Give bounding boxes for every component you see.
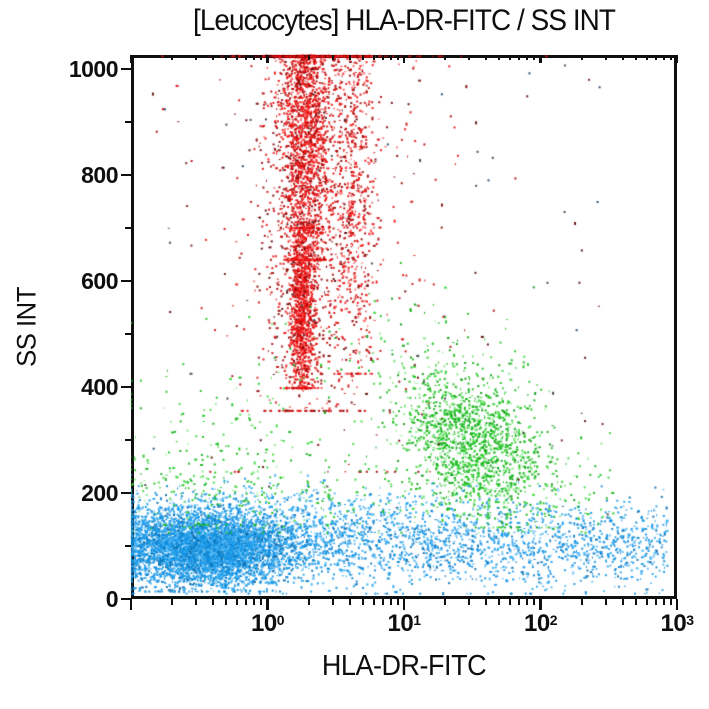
x-minor-tick <box>331 599 334 605</box>
x-minor-tick-top-inner <box>662 55 665 60</box>
x-minor-tick <box>580 599 583 605</box>
y-axis-label: SS INT <box>11 287 42 367</box>
y-tick-label: 200 <box>81 480 118 506</box>
y-tick-label: 1000 <box>68 56 119 82</box>
x-minor-tick-top-inner <box>195 55 198 60</box>
x-minor-tick-top-inner <box>307 55 310 60</box>
x-minor-tick <box>444 599 447 605</box>
x-minor-tick <box>260 599 263 605</box>
x-major-tick <box>402 599 406 610</box>
y-tick-label: 600 <box>81 268 118 294</box>
y-major-tick <box>121 67 131 71</box>
x-minor-tick <box>518 599 521 605</box>
x-minor-tick <box>253 599 256 605</box>
x-minor-tick-top-inner <box>533 55 536 60</box>
x-minor-tick <box>171 599 174 605</box>
x-minor-tick-top-inner <box>381 55 384 60</box>
x-minor-tick <box>498 599 501 605</box>
y-minor-tick <box>125 545 131 547</box>
x-minor-tick-top-inner <box>485 55 488 60</box>
x-axis-label: HLA-DR-FITC <box>321 650 487 682</box>
x-major-tick <box>266 599 269 610</box>
x-minor-tick <box>654 599 657 605</box>
x-minor-tick <box>645 599 648 605</box>
x-minor-tick-top-inner <box>468 55 471 60</box>
x-minor-tick <box>533 599 536 605</box>
x-minor-tick-top-inner <box>654 55 657 60</box>
x-minor-tick <box>634 599 637 605</box>
y-tick-label: 800 <box>81 162 118 188</box>
x-minor-tick-top-inner <box>225 55 228 60</box>
x-minor-tick-top-inner <box>212 55 215 60</box>
x-minor-tick-top-inner <box>580 55 583 60</box>
x-tick-label: 100 <box>251 610 285 637</box>
x-minor-tick <box>195 599 198 605</box>
x-minor-tick-top-inner <box>260 55 263 60</box>
x-minor-tick-top-inner <box>444 55 447 60</box>
x-minor-tick-top-inner <box>518 55 521 60</box>
x-minor-tick-top-inner <box>331 55 334 60</box>
x-minor-tick-top-inner <box>498 55 501 60</box>
x-minor-tick <box>348 599 351 605</box>
x-minor-tick-top-inner <box>645 55 648 60</box>
x-major-tick <box>675 599 679 610</box>
x-tick-label: 102 <box>524 610 558 637</box>
x-minor-tick <box>236 599 239 605</box>
plot-title: [Leucocytes] HLA-DR-FITC / SS INT <box>192 4 616 37</box>
x-minor-tick-top-inner <box>253 55 256 60</box>
x-minor-tick <box>604 599 607 605</box>
y-minor-tick <box>125 333 131 335</box>
x-minor-tick <box>372 599 375 605</box>
x-tick-label: 101 <box>387 610 422 637</box>
y-minor-tick <box>125 227 131 229</box>
x-minor-tick-top-inner <box>361 55 364 60</box>
x-minor-tick <box>245 599 248 605</box>
x-major-tick-top-inner <box>129 55 133 63</box>
x-minor-tick <box>389 599 392 605</box>
x-minor-tick-top-inner <box>621 55 624 60</box>
y-major-tick <box>121 279 131 283</box>
x-minor-tick <box>662 599 665 605</box>
x-major-tick-top-inner <box>402 55 406 63</box>
x-major-tick <box>129 599 133 610</box>
y-major-tick <box>121 173 131 177</box>
x-minor-tick-top-inner <box>245 55 248 60</box>
x-minor-tick-top-inner <box>236 55 239 60</box>
x-minor-tick <box>485 599 488 605</box>
x-minor-tick <box>621 599 624 605</box>
x-minor-tick <box>669 599 672 605</box>
plot-frame <box>131 55 677 599</box>
x-minor-tick <box>212 599 215 605</box>
x-minor-tick-top-inner <box>389 55 392 60</box>
x-tick-label: 103 <box>660 610 695 637</box>
x-minor-tick <box>509 599 512 605</box>
y-minor-tick <box>125 439 131 441</box>
x-minor-tick-top-inner <box>171 55 174 60</box>
x-minor-tick-top-inner <box>396 55 399 60</box>
y-tick-label: 0 <box>105 586 119 612</box>
x-minor-tick-top-inner <box>604 55 607 60</box>
x-minor-tick <box>526 599 529 605</box>
y-major-tick <box>121 385 131 389</box>
x-major-tick-top-inner <box>539 55 542 63</box>
x-major-tick-top-inner <box>266 55 269 63</box>
y-tick-label: 400 <box>81 374 118 400</box>
y-major-tick <box>121 491 131 495</box>
x-minor-tick <box>307 599 310 605</box>
x-major-tick <box>539 599 542 610</box>
x-minor-tick-top-inner <box>509 55 512 60</box>
x-minor-tick <box>396 599 399 605</box>
x-minor-tick <box>468 599 471 605</box>
x-minor-tick-top-inner <box>634 55 637 60</box>
x-minor-tick-top-inner <box>526 55 529 60</box>
x-minor-tick-top-inner <box>372 55 375 60</box>
x-major-tick-top-inner <box>675 55 679 63</box>
x-minor-tick-top-inner <box>348 55 351 60</box>
x-minor-tick <box>361 599 364 605</box>
y-minor-tick <box>125 121 131 123</box>
x-minor-tick <box>381 599 384 605</box>
x-minor-tick-top-inner <box>669 55 672 60</box>
x-minor-tick <box>225 599 228 605</box>
